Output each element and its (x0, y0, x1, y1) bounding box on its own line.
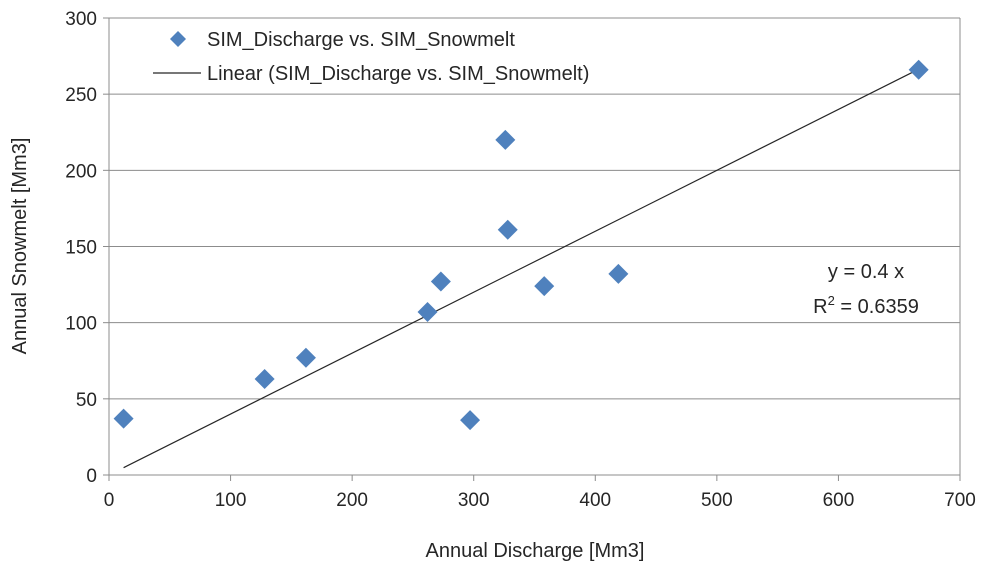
data-point (295, 347, 316, 368)
data-point (113, 408, 134, 429)
x-tick-label: 700 (944, 490, 976, 511)
x-tick-label: 600 (823, 490, 855, 511)
data-point (417, 302, 438, 323)
x-axis-title: Annual Discharge [Mm3] (426, 540, 645, 562)
y-tick-label: 300 (65, 9, 97, 30)
legend: SIM_Discharge vs. SIM_Snowmelt Linear (S… (153, 29, 589, 85)
data-point (908, 59, 929, 80)
x-tick-label: 300 (458, 490, 490, 511)
legend-series-label: SIM_Discharge vs. SIM_Snowmelt (207, 29, 515, 51)
data-point (254, 369, 275, 390)
x-tick-labels: 0 100 200 300 400 500 600 700 (104, 490, 976, 511)
r-squared-label: R2 = 0.6359 (813, 293, 919, 318)
y-axis-title: Annual Snowmelt [Mm3] (9, 138, 31, 355)
r-squared-symbol: R (813, 296, 827, 318)
trendline (123, 68, 919, 469)
trendline-group (123, 68, 919, 469)
legend-diamond-marker (170, 31, 186, 47)
y-tick-label: 200 (65, 161, 97, 182)
r-squared-value: = 0.6359 (835, 296, 919, 318)
axes (103, 17, 961, 481)
x-tick-label: 400 (579, 490, 611, 511)
y-tick-label: 0 (86, 466, 97, 487)
data-point (430, 271, 451, 292)
y-tick-labels: 0 50 100 150 200 250 300 (65, 9, 97, 487)
data-point (497, 219, 518, 240)
data-point (534, 276, 555, 297)
data-points (113, 59, 929, 431)
trendline-equation: y = 0.4 x R2 = 0.6359 (813, 261, 919, 318)
data-point (495, 129, 516, 150)
data-point (460, 410, 481, 431)
y-tick-label: 150 (65, 238, 97, 259)
y-tick-label: 50 (76, 390, 97, 411)
x-tick-label: 500 (701, 490, 733, 511)
y-tick-label: 250 (65, 85, 97, 106)
data-point (608, 263, 629, 284)
x-tick-label: 100 (215, 490, 247, 511)
r-squared-superscript: 2 (828, 293, 835, 308)
gridlines (109, 17, 960, 400)
legend-trendline-label: Linear (SIM_Discharge vs. SIM_Snowmelt) (207, 63, 589, 85)
x-tick-label: 200 (336, 490, 368, 511)
x-tick-label: 0 (104, 490, 115, 511)
y-tick-label: 100 (65, 314, 97, 335)
equation-label: y = 0.4 x (828, 261, 904, 283)
